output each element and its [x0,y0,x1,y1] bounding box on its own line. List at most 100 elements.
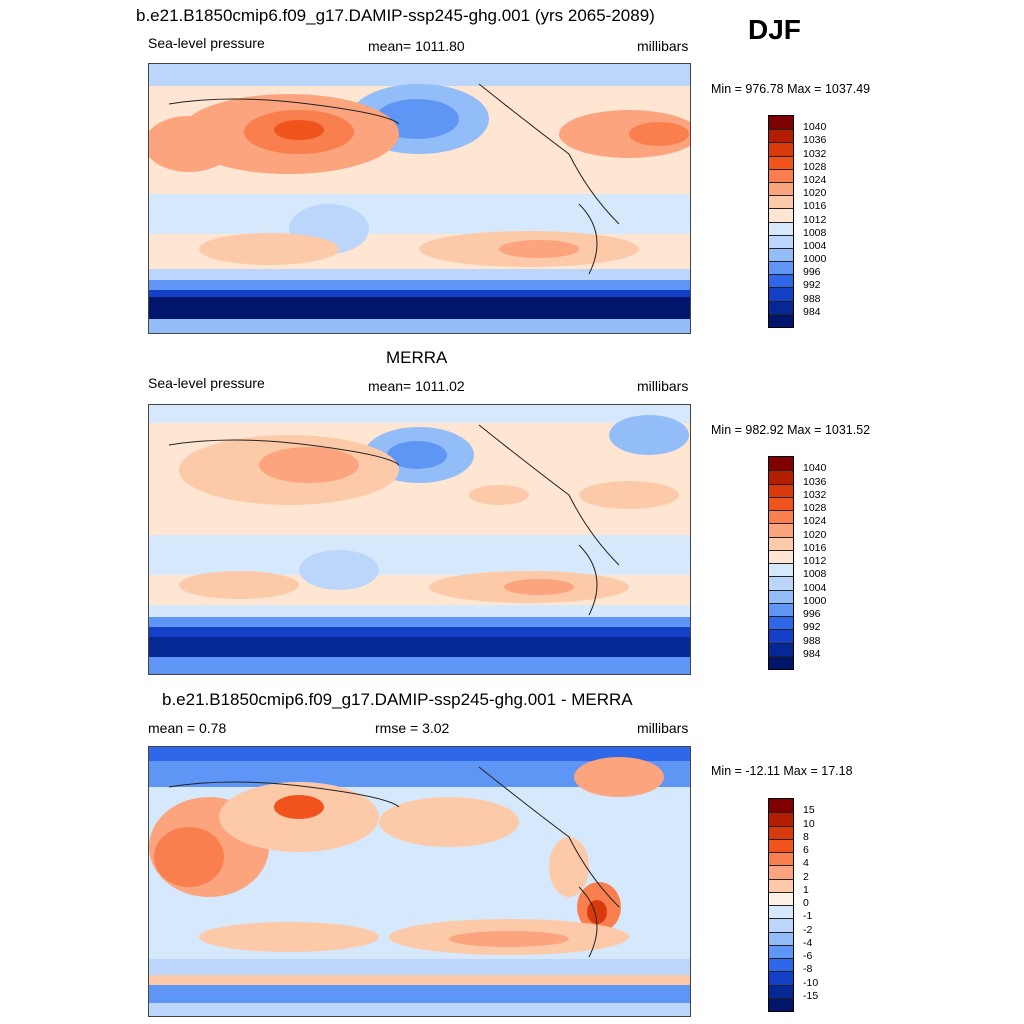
colorbar-tick-label: 1036 [803,475,827,488]
colorbar-swatch [769,300,793,314]
colorbar-tick-label: -15 [803,989,819,1002]
colorbar-swatch [769,852,793,866]
panel2-colorbar [768,456,794,670]
colorbar-swatch [769,523,793,537]
colorbar-tick-label: 4 [803,857,809,870]
panel2-mean-label: mean= 1011.02 [368,378,465,394]
colorbar-swatch [769,931,793,945]
panel2-title: MERRA [386,348,448,367]
colorbar-swatch [769,563,793,577]
colorbar-tick-label: -8 [803,963,813,976]
colorbar-tick-label: 1028 [803,160,827,173]
colorbar-swatch [769,155,793,169]
colorbar-swatch [769,997,793,1011]
colorbar-tick-label: 984 [803,305,821,318]
colorbar-swatch [769,616,793,630]
colorbar-tick-label: 984 [803,647,821,660]
colorbar-tick-label: 992 [803,279,821,292]
colorbar-swatch [769,247,793,262]
colorbar-swatch [769,261,793,275]
panel2-map [148,404,691,675]
colorbar-swatch [769,536,793,550]
colorbar-swatch [769,208,793,222]
colorbar-swatch [769,287,793,301]
panel1-colorbar [768,115,794,328]
colorbar-swatch [769,799,793,813]
colorbar-tick-label: 996 [803,266,821,279]
colorbar-tick-label: 1032 [803,488,827,501]
colorbar-tick-label: 6 [803,844,809,856]
colorbar-swatch [769,918,793,932]
colorbar-tick-label: 1024 [803,173,827,186]
panel3-units-label: millibars [637,720,689,736]
colorbar-tick-label: 0 [803,897,809,909]
colorbar-tick-label: 1004 [803,581,827,594]
panel3-mean-label: mean = 0.78 [148,720,227,736]
colorbar-tick-label: 1012 [803,213,827,226]
colorbar-swatch [769,470,793,484]
colorbar-swatch [769,642,793,656]
colorbar-swatch [769,825,793,839]
colorbar-tick-label: 10 [803,817,815,830]
colorbar-swatch [769,602,793,616]
panel3-title: b.e21.B1850cmip6.f09_g17.DAMIP-ssp245-gh… [162,690,633,709]
colorbar-tick-label: 1032 [803,147,827,160]
panel2-map-field [149,405,690,674]
colorbar-tick-label: 1004 [803,239,827,252]
colorbar-tick-label: 1028 [803,502,827,514]
colorbar-tick-label: 1000 [803,594,827,607]
colorbar-swatch [769,195,793,209]
panel2-variable-label: Sea-level pressure [148,375,265,391]
colorbar-swatch [769,457,793,471]
panel3-colorbar [768,798,794,1012]
colorbar-swatch [769,116,793,130]
colorbar-tick-label: 1008 [803,226,827,239]
colorbar-swatch [769,274,793,288]
panel1-title: b.e21.B1850cmip6.f09_g17.DAMIP-ssp245-gh… [136,6,655,25]
colorbar-swatch [769,944,793,958]
colorbar-swatch [769,891,793,905]
colorbar-swatch [769,589,793,603]
colorbar-tick-label: 1020 [803,187,827,200]
season-label: DJF [748,14,801,45]
colorbar-tick-label: -6 [803,950,813,962]
colorbar-swatch [769,142,793,156]
panel1-map-field [149,64,690,333]
colorbar-tick-label: -1 [803,910,813,923]
colorbar-tick-label: -10 [803,976,819,989]
colorbar-tick-label: 1 [803,883,809,896]
colorbar-tick-label: 1040 [803,462,827,475]
colorbar-swatch [769,812,793,826]
panel3-map-field [149,747,690,1016]
panel1-units-label: millibars [637,38,689,54]
panel1-variable-label: Sea-level pressure [148,35,265,51]
colorbar-swatch [769,129,793,143]
colorbar-swatch [769,905,793,919]
colorbar-tick-label: 8 [803,830,809,843]
colorbar-swatch [769,181,793,196]
colorbar-swatch [769,655,793,669]
colorbar-swatch [769,234,793,248]
colorbar-tick-label: 992 [803,621,821,634]
panel1-mean-label: mean= 1011.80 [368,38,465,54]
colorbar-tick-label: 1036 [803,134,827,147]
colorbar-swatch [769,313,793,327]
colorbar-swatch [769,168,793,182]
colorbar-tick-label: 988 [803,292,821,305]
colorbar-swatch [769,958,793,972]
colorbar-tick-label: -4 [803,936,813,949]
colorbar-swatch [769,629,793,643]
colorbar-tick-label: 1012 [803,555,827,567]
colorbar-tick-label: 988 [803,634,821,647]
colorbar-tick-label: 15 [803,804,815,817]
colorbar-swatch [769,984,793,998]
colorbar-tick-label: 1000 [803,253,827,266]
panel2-units-label: millibars [637,378,689,394]
colorbar-swatch [769,576,793,590]
panel2-minmax: Min = 982.92 Max = 1031.52 [711,423,871,437]
colorbar-tick-label: 996 [803,608,821,620]
colorbar-tick-label: 1016 [803,200,827,213]
colorbar-swatch [769,483,793,497]
panel1-map [148,63,691,334]
colorbar-swatch [769,549,793,563]
